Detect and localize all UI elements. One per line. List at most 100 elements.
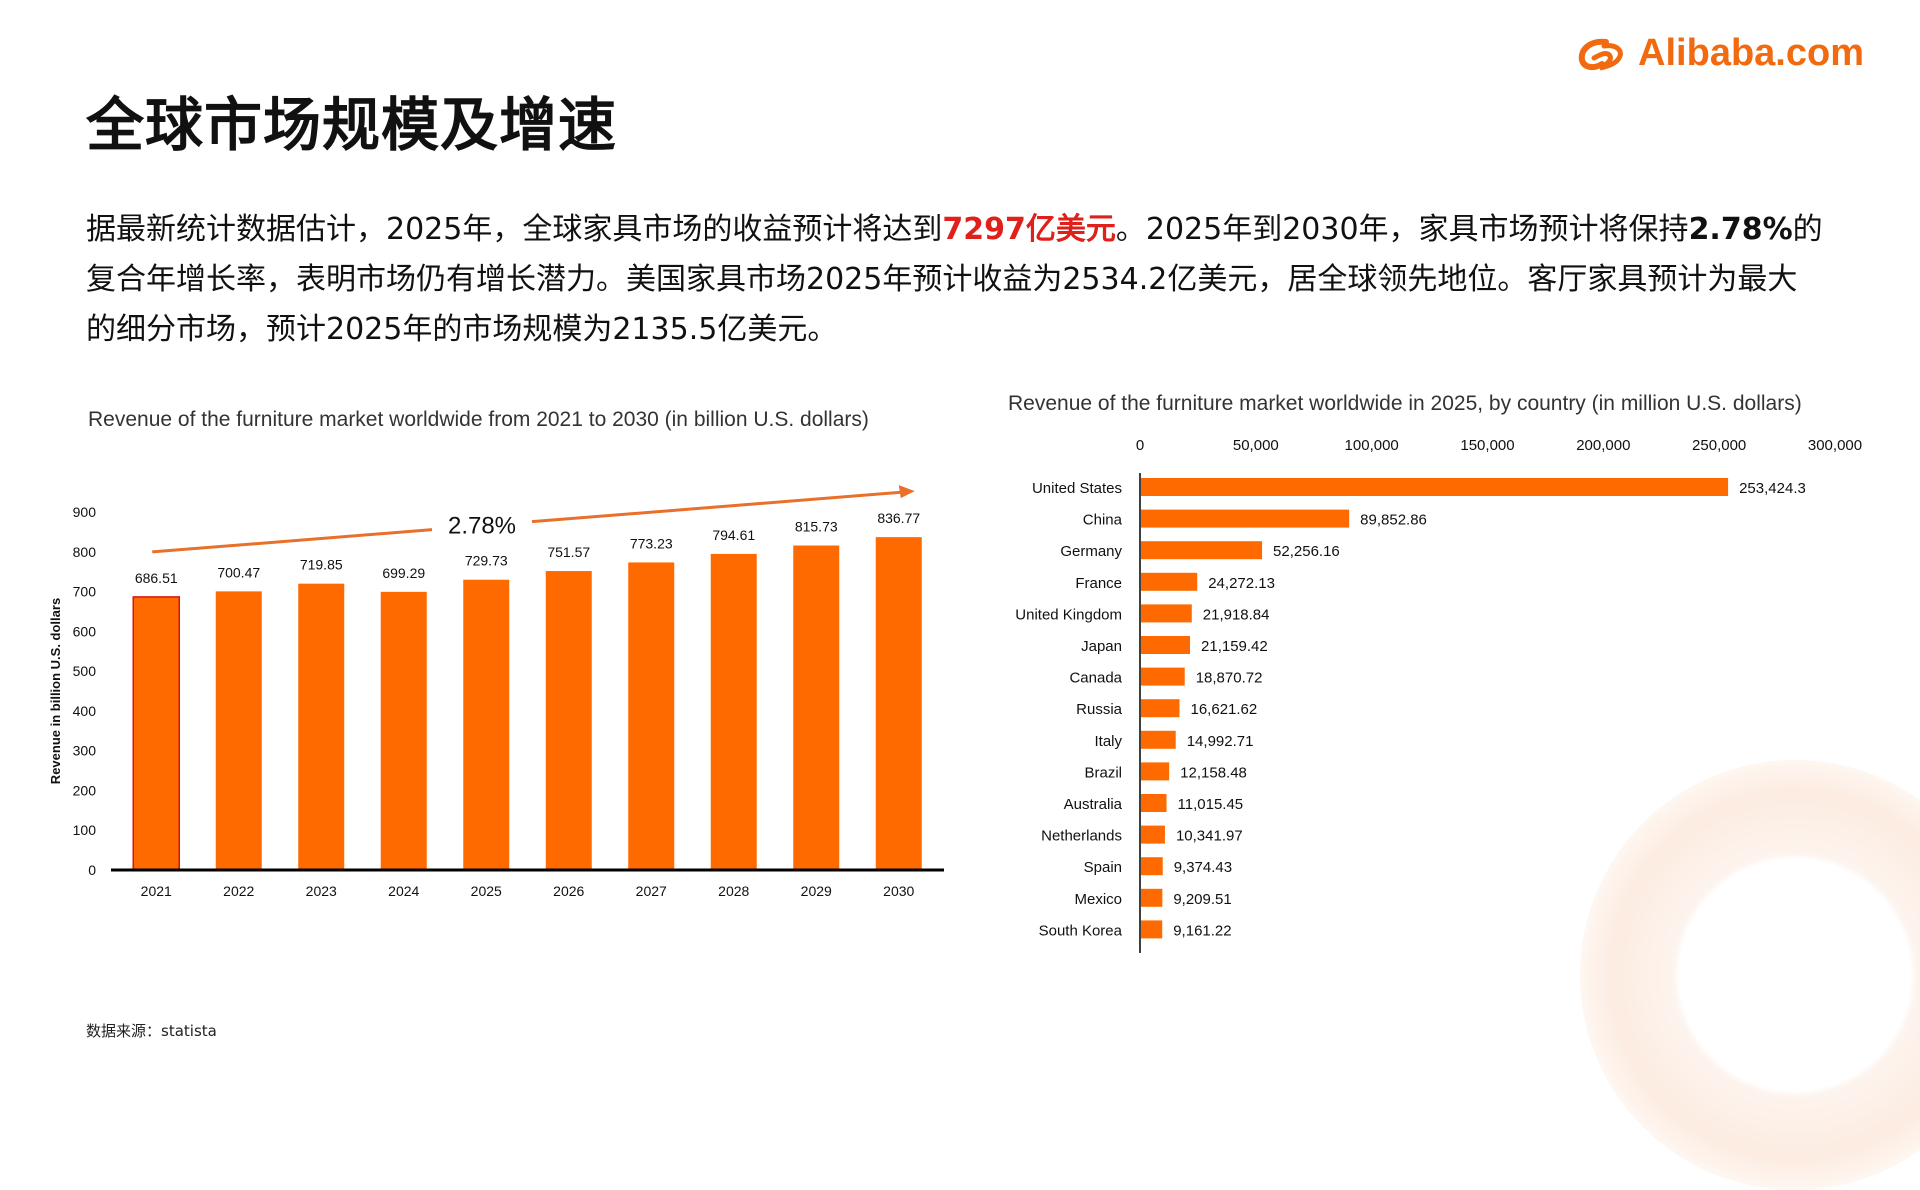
bar [215,591,262,870]
country-bar [1141,541,1263,560]
x-tick-label: 0 [1136,437,1144,454]
bar [793,545,840,870]
country-label: Brazil [1084,764,1122,781]
country-label: Germany [1060,543,1122,560]
x-tick-label: 100,000 [1345,437,1399,454]
country-value-label: 52,256.16 [1273,543,1340,560]
country-label: Spain [1084,859,1122,876]
trend-line-right [531,490,903,524]
summary-text-3: 的复合年增长率，表明市场仍有增长潜力。美国家具市场2025年预计收益为2534.… [86,212,1823,347]
country-value-label: 21,159.42 [1201,638,1268,655]
x-tick-label: 2027 [636,883,667,899]
hbar-chart-title: Revenue of the furniture market worldwid… [1008,392,1802,415]
bar-value-label: 836.77 [877,510,920,526]
bar-value-label: 751.57 [547,544,590,560]
country-value-label: 11,015.45 [1178,796,1244,813]
country-bar [1141,699,1180,718]
revenue-by-country-chart: 0 50,000 100,000 150,000 200,000 250,000 300,0… [1015,437,1862,953]
country-value-label: 21,918.84 [1203,606,1270,623]
country-bar [1141,888,1163,907]
country-value-label: 18,870.72 [1196,670,1263,687]
country-bar [1141,604,1192,623]
bar [463,579,510,870]
country-label: United States [1032,480,1122,497]
country-bar [1141,762,1170,781]
country-value-label: 9,209.51 [1173,891,1231,908]
summary-paragraph: 据最新统计数据估计，2025年，全球家具市场的收益预计将达到7297亿美元。20… [86,205,1826,355]
bar-value-label: 729.73 [465,553,508,569]
country-label: Australia [1064,796,1123,813]
country-label: France [1075,575,1122,592]
bar-chart-title: Revenue of the furniture market worldwid… [88,408,869,431]
bar-value-label: 719.85 [300,557,343,573]
alibaba-logo-icon [1578,38,1623,70]
country-label: Mexico [1074,891,1122,908]
country-value-label: 10,341.97 [1176,828,1243,845]
y-tick-label: 200 [73,782,97,798]
growth-rate-annotation: 2.78% [448,513,516,540]
bar-value-label: 815.73 [795,519,838,535]
bar [628,562,675,870]
country-value-label: 14,992.71 [1187,733,1254,750]
x-tick-label: 200,000 [1576,437,1630,454]
country-bar [1141,667,1185,686]
trend-arrow-head [898,485,915,499]
bar [298,583,345,870]
country-bar [1141,730,1176,749]
x-tick-label: 50,000 [1233,437,1279,454]
country-bar [1141,572,1198,591]
y-axis-label: Revenue in billion U.S. dollars [48,598,63,784]
country-bar [1141,825,1165,844]
summary-growth-rate: 2.78% [1688,212,1793,247]
country-value-label: 253,424.3 [1739,480,1806,497]
country-value-label: 16,621.62 [1191,701,1258,718]
y-tick-label: 0 [88,862,96,878]
country-value-label: 24,272.13 [1208,575,1275,592]
country-label: China [1083,512,1123,529]
country-value-label: 9,374.43 [1174,859,1232,876]
country-bar [1141,920,1163,939]
x-tick-label: 2025 [471,883,502,899]
x-tick-label: 300,000 [1808,437,1862,454]
summary-highlight: 7297亿美元 [942,212,1116,247]
y-tick-label: 800 [73,544,97,560]
y-tick-label: 300 [73,743,97,759]
country-bar [1141,509,1350,528]
bar-value-label: 699.29 [382,565,425,581]
summary-text-2: 。2025年到2030年，家具市场预计将保持 [1115,212,1689,247]
country-bar [1141,857,1163,876]
bar [132,596,180,871]
revenue-by-year-chart: Revenue in billion U.S. dollars 0 100 200 30… [48,485,944,899]
alibaba-logo: Alibaba.com [1576,32,1864,75]
summary-text-1: 据最新统计数据估计，2025年，全球家具市场的收益预计将达到 [86,212,943,247]
y-tick-label: 600 [73,623,97,639]
x-tick-label: 2026 [553,883,584,899]
x-tick-label: 150,000 [1460,437,1514,454]
y-tick-label: 500 [73,663,97,679]
bar-value-label: 773.23 [630,535,673,551]
y-tick-label: 900 [73,504,97,520]
bar [380,591,427,870]
x-tick-label: 2029 [801,883,832,899]
country-label: United Kingdom [1015,606,1122,623]
country-bar [1141,794,1167,812]
logo-text: Alibaba.com [1638,32,1864,74]
bar [875,537,922,870]
country-value-label: 89,852.86 [1360,512,1427,529]
x-tick-label: 2023 [306,883,337,899]
y-tick-label: 700 [73,584,97,600]
y-tick-label: 400 [73,703,97,719]
country-label: South Korea [1039,922,1123,939]
bar [545,571,592,870]
x-tick-label: 2022 [223,883,254,899]
country-label: Japan [1081,638,1122,655]
country-label: Russia [1076,701,1123,718]
bar-value-label: 794.61 [712,527,755,543]
y-tick-label: 100 [73,822,97,838]
source-note: 数据来源：statista [86,1022,217,1040]
x-tick-label: 2030 [883,883,914,899]
bar-value-label: 686.51 [135,570,178,586]
trend-line-left [152,528,433,554]
country-bar [1141,478,1729,496]
country-label: Canada [1069,670,1122,687]
